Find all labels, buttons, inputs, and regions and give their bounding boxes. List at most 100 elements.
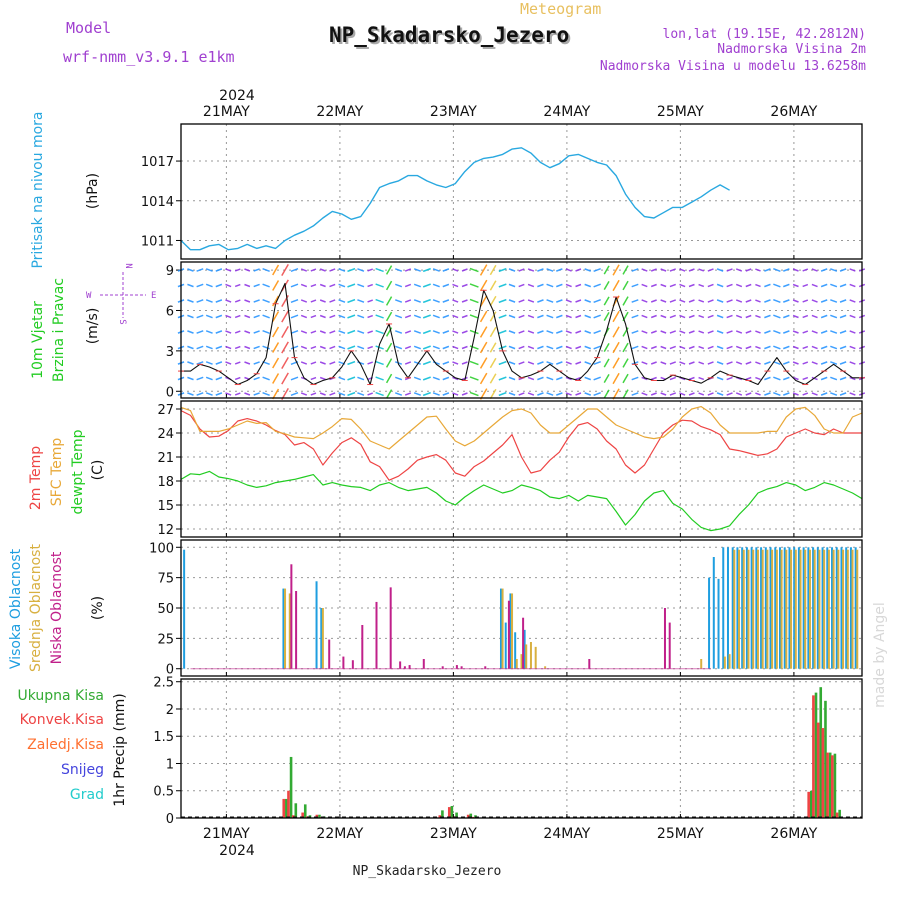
wind-arrow	[375, 283, 384, 288]
wind-arrow	[244, 283, 251, 288]
wind-arrow	[498, 298, 507, 304]
y-tick-label: 27	[157, 403, 174, 418]
wind-unit: (m/s)	[85, 308, 101, 345]
wind-arrow	[565, 314, 572, 319]
wind-arrow	[688, 314, 695, 319]
cloud-bar	[399, 661, 402, 669]
wind-arrow	[357, 376, 365, 381]
wind-arrow	[612, 357, 620, 369]
wind-arrow	[357, 299, 365, 303]
wind-arrow	[745, 376, 752, 381]
wind-arrow	[508, 299, 516, 303]
precip-legend-frozen: Zaledj.Kisa	[27, 737, 104, 753]
cloud-bar	[515, 659, 518, 669]
precip-bar	[447, 807, 451, 818]
cloud-bar	[769, 547, 772, 669]
wind-arrow	[537, 376, 544, 381]
wind-arrow	[319, 283, 326, 288]
wind-arrow	[593, 376, 601, 381]
wind-arrow	[205, 268, 213, 272]
wind-arrow	[404, 299, 412, 303]
wind-arrow	[404, 330, 412, 334]
cloud-bar	[290, 564, 293, 669]
cloud-bar	[320, 608, 323, 669]
wind-arrow	[518, 314, 525, 319]
wind-arrow	[422, 345, 431, 350]
year-top: 2024	[219, 88, 255, 104]
wind-arrow	[849, 299, 856, 303]
cloud-bar	[849, 547, 852, 669]
wind-arrow	[660, 268, 667, 272]
wind-arrow	[726, 330, 733, 334]
wind-arrow	[205, 299, 213, 303]
wind-arrow	[546, 361, 554, 365]
wind-arrow	[716, 345, 724, 350]
panel-background	[181, 262, 862, 398]
wind-arrow	[187, 345, 194, 350]
wind-arrow	[688, 345, 695, 350]
cloud-bar	[183, 549, 186, 669]
wind-arrow	[726, 392, 733, 396]
y-tick-label: 12	[157, 523, 174, 538]
wind-arrow	[300, 268, 308, 272]
wind-arrow	[452, 299, 459, 303]
cloud-bar	[761, 549, 764, 669]
wind-arrow	[319, 268, 326, 272]
wind-arrow	[527, 314, 535, 319]
y-tick-label: 2.5	[153, 676, 174, 691]
wind-arrow	[442, 268, 450, 272]
wind-arrow	[489, 295, 497, 307]
wind-arrow	[234, 314, 241, 319]
wind-arrow	[802, 392, 809, 396]
wind-arrow	[612, 264, 620, 276]
cloud-bar	[846, 549, 849, 669]
wind-arrow	[537, 314, 544, 319]
cloud-bar	[733, 549, 736, 669]
wind-arrow	[272, 326, 280, 338]
y-tick-label: 6	[166, 304, 174, 319]
wind-arrow	[830, 268, 838, 272]
wind-arrow	[187, 330, 194, 334]
precip-bar	[301, 812, 304, 818]
cloud-bar	[747, 549, 750, 669]
wind-arrow	[603, 281, 610, 290]
wind-arrow	[688, 392, 695, 396]
wind-arrow	[546, 392, 554, 396]
wind-arrow	[716, 314, 724, 319]
wind-arrow	[375, 376, 384, 381]
cloud-bar	[499, 588, 502, 669]
wind-arrow	[461, 345, 468, 350]
wind-arrow	[820, 376, 828, 381]
wind-arrow	[584, 361, 592, 365]
cloud-bar	[403, 666, 406, 669]
wind-arrow	[272, 342, 280, 353]
wind-arrow	[234, 361, 241, 365]
cloud-bar	[840, 547, 843, 669]
cloud-bar	[712, 557, 715, 669]
wind-arrow	[811, 376, 818, 381]
precip-bar	[828, 752, 832, 818]
wind-arrow	[422, 376, 431, 381]
cloud-bar	[738, 549, 741, 669]
wind-arrow	[225, 361, 232, 365]
cloud-bar	[422, 659, 425, 669]
wind-arrow	[253, 392, 260, 396]
wind-arrow	[565, 283, 572, 288]
wind-arrow	[820, 361, 828, 365]
wind-arrow	[404, 314, 412, 319]
wind-arrow	[641, 345, 648, 350]
wind-arrow	[422, 267, 431, 273]
wind-arrow	[262, 345, 270, 350]
wind-arrow	[556, 345, 563, 350]
wind-arrow	[660, 345, 667, 350]
wind-arrow	[802, 268, 809, 272]
wind-arrow	[442, 330, 450, 334]
wind-ylabel-sub: Brzina i Pravac	[51, 278, 67, 382]
wind-arrow	[707, 283, 714, 288]
wind-arrow	[394, 314, 403, 319]
wind-arrow	[773, 330, 781, 334]
wind-arrow	[603, 312, 610, 321]
wind-arrow	[641, 268, 648, 272]
temp-ylabel-sfc: SFC Temp	[49, 438, 65, 507]
